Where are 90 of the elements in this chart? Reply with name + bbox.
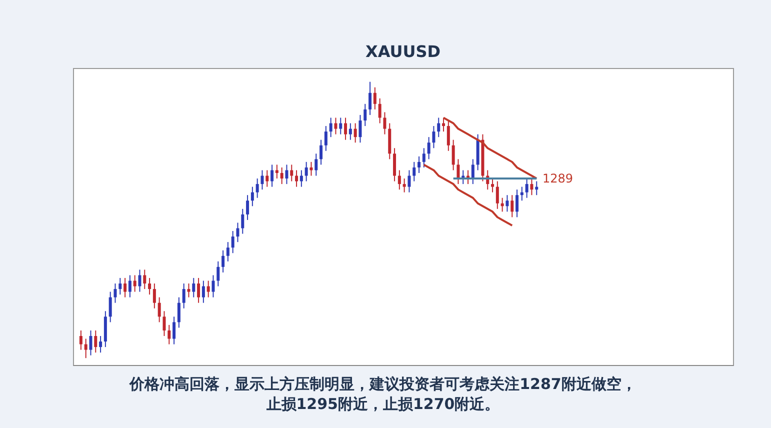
candlestick xyxy=(344,117,348,140)
candlestick xyxy=(256,178,259,198)
candlestick xyxy=(520,186,524,202)
candlestick xyxy=(348,122,352,140)
candlestick xyxy=(378,98,382,124)
candlestick xyxy=(177,296,180,328)
candlestick xyxy=(182,283,186,309)
candlestick xyxy=(418,156,421,174)
candlestick xyxy=(295,170,298,188)
candlestick xyxy=(446,120,450,152)
candlestick xyxy=(216,260,220,287)
candlestick xyxy=(442,117,446,132)
candlestick xyxy=(339,117,342,135)
candlestick xyxy=(222,250,225,273)
candlestick xyxy=(437,117,440,138)
candlestick xyxy=(275,164,278,180)
candlestick xyxy=(432,126,436,149)
candlestick xyxy=(197,277,200,304)
candlestick xyxy=(280,166,284,185)
candlestick xyxy=(114,283,117,304)
candlestick xyxy=(422,148,426,168)
candlestick xyxy=(192,277,196,298)
candlestick xyxy=(206,280,210,298)
candlestick xyxy=(241,208,244,234)
candlestick xyxy=(202,280,205,304)
candlestick xyxy=(138,269,142,292)
candlestick xyxy=(452,139,455,171)
candlestick xyxy=(212,274,215,298)
candlestick xyxy=(408,170,411,193)
candlestick xyxy=(162,310,166,336)
candlestick xyxy=(118,277,122,296)
candlestick xyxy=(89,330,92,356)
candlestick xyxy=(500,197,504,212)
candlestick xyxy=(393,148,396,182)
candlestick xyxy=(383,112,386,135)
candlestick xyxy=(398,170,401,190)
candlestick xyxy=(236,222,240,243)
candlestick xyxy=(402,178,406,193)
candlestick xyxy=(148,277,152,296)
candlestick xyxy=(358,114,362,144)
candlestick xyxy=(412,161,416,182)
candlestick xyxy=(158,296,161,323)
candlestick xyxy=(496,180,499,210)
candlestick xyxy=(471,158,474,185)
candlestick xyxy=(427,136,430,160)
text: 1289 xyxy=(542,172,574,186)
candlestick xyxy=(246,194,250,220)
candlestick xyxy=(525,178,528,198)
candlestick xyxy=(94,330,98,354)
candlestick xyxy=(329,117,332,138)
text: 价格冲高回落，显示上方压制明显，建议投资者可考虑关注1287附近做空，止损1295附近，止损1270附近。 xyxy=(128,375,636,413)
candlestick xyxy=(172,316,176,345)
candlestick xyxy=(270,164,274,188)
chart-title: XAUUSD xyxy=(365,42,441,61)
candlestick xyxy=(124,277,127,298)
candlestick xyxy=(152,283,156,309)
candlestick xyxy=(133,274,136,292)
candlestick xyxy=(368,81,372,116)
candlestick xyxy=(108,291,112,323)
candlestick xyxy=(260,170,264,190)
candlestick xyxy=(187,283,190,298)
candlestick xyxy=(266,170,269,188)
candlestick xyxy=(304,161,308,182)
candlestick xyxy=(516,189,519,218)
candlestick xyxy=(290,164,294,182)
candlestick xyxy=(354,122,357,144)
candlestick xyxy=(84,338,88,359)
candlestick xyxy=(491,178,494,193)
candlestick xyxy=(99,335,102,354)
candlestick xyxy=(300,170,303,188)
candlestick xyxy=(285,164,288,185)
candlestick xyxy=(535,180,538,196)
candlestick xyxy=(250,186,254,207)
candlestick xyxy=(226,242,230,262)
candlestick xyxy=(168,324,171,345)
candlestick xyxy=(456,158,460,185)
candlestick xyxy=(320,139,323,166)
candlestick xyxy=(506,194,509,212)
candlestick xyxy=(530,178,534,196)
candlestick xyxy=(143,269,146,290)
candlestick xyxy=(79,330,82,350)
candlestick xyxy=(510,194,514,218)
candlestick xyxy=(231,230,234,254)
candlestick xyxy=(128,274,132,298)
candlestick xyxy=(364,103,367,127)
candlestick xyxy=(373,86,376,110)
candlestick xyxy=(310,161,313,176)
candlestick xyxy=(314,153,318,176)
candlestick xyxy=(334,117,338,135)
candlestick xyxy=(324,126,328,152)
